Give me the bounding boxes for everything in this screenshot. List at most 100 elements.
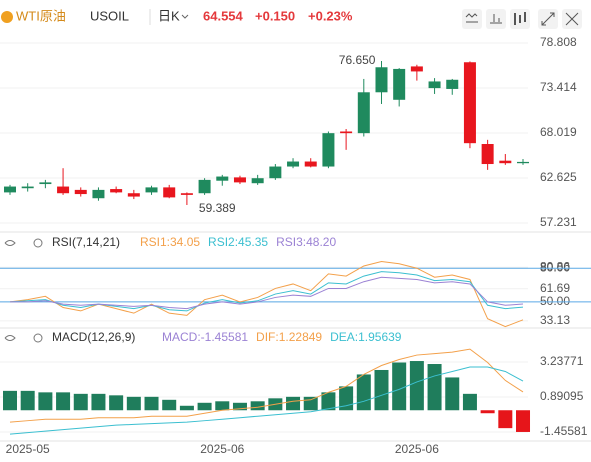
candle-body	[233, 177, 246, 183]
candle-body	[428, 81, 441, 89]
symbol-code: USOIL	[90, 8, 129, 23]
macd-bar	[3, 390, 17, 411]
macd-bar	[427, 364, 442, 411]
y-tick-label: 68.019	[540, 125, 577, 139]
indicator-line	[9, 348, 524, 423]
indicator-line	[9, 366, 524, 435]
indicator-line	[10, 276, 524, 310]
candle-body	[287, 161, 300, 167]
panel-title: MACD(12,26,9)	[52, 330, 135, 344]
rsi-icons	[4, 238, 43, 248]
tool-icon	[514, 12, 526, 25]
price: 64.554	[203, 8, 244, 23]
y-tick-label: 33.13	[540, 313, 570, 327]
candle-body	[4, 186, 16, 193]
header: WTI原油 USOIL 日K 64.554 +0.150 +0.23%	[1, 8, 582, 29]
y-tick-label: 50.00	[540, 294, 570, 308]
change: +0.150	[255, 8, 295, 23]
period-caret	[181, 14, 189, 19]
tool-icon	[490, 14, 502, 24]
macd-bar	[232, 402, 247, 411]
y-tick-label: 80.00	[540, 260, 570, 274]
panel-title: RSI(7,14,21)	[52, 235, 120, 249]
macd-bar	[215, 401, 230, 411]
y-tick-label: 62.625	[540, 170, 577, 184]
macd-bar	[356, 374, 371, 411]
candle-body	[304, 161, 317, 167]
legend-entry: RSI3:48.20	[276, 235, 336, 249]
tool-icon	[465, 13, 478, 23]
candle-body	[446, 79, 459, 89]
candle-body	[145, 187, 158, 193]
candle-body	[57, 186, 70, 194]
macd-bar	[374, 369, 389, 411]
eye-icon[interactable]	[4, 335, 16, 341]
legend-entry: MACD:-1.45581	[162, 330, 248, 344]
macd-bar	[498, 410, 513, 429]
macd-bar	[179, 405, 194, 411]
gear-icon[interactable]	[33, 333, 43, 343]
macd-bar	[56, 392, 71, 411]
candle-body	[340, 131, 353, 134]
candle-body	[269, 166, 282, 179]
x-tick-label: 2025-06	[395, 442, 439, 456]
symbol-name[interactable]: WTI原油	[16, 8, 66, 23]
tool-icon	[565, 12, 579, 26]
y-tick-label: 3.23771	[540, 354, 584, 368]
candle-body	[517, 161, 530, 164]
indicator-line	[9, 260, 524, 328]
macd-bar	[109, 395, 124, 411]
macd-bar	[197, 402, 212, 411]
macd-bar	[286, 396, 301, 411]
eye-icon[interactable]	[4, 240, 16, 246]
symbol-icon	[1, 11, 13, 23]
legend-entry: RSI1:34.05	[140, 235, 200, 249]
tool-button[interactable]	[486, 9, 506, 29]
macd-bar	[445, 377, 460, 411]
macd-bar	[91, 393, 106, 411]
gear-icon[interactable]	[33, 238, 43, 248]
macd-bar	[303, 396, 318, 411]
macd-bar	[462, 393, 477, 411]
macd-bar	[73, 393, 88, 411]
macd-bar	[126, 396, 141, 411]
y-tick-label: -1.45581	[540, 424, 588, 438]
macd-bar	[516, 410, 531, 432]
toolbar	[462, 9, 582, 29]
candle-body	[375, 67, 388, 93]
candle-body	[180, 193, 193, 195]
y-tick-label: 73.414	[540, 80, 577, 94]
candle-body	[39, 182, 52, 185]
candle-body	[21, 186, 34, 189]
candle-body	[410, 66, 423, 72]
macd-bar	[162, 399, 177, 411]
macd-bar	[480, 410, 495, 414]
macd-bar	[409, 361, 424, 411]
candle-body	[74, 189, 87, 195]
y-tick-label: 57.231	[540, 215, 577, 229]
period[interactable]: 日K	[158, 8, 180, 23]
candle-body	[110, 189, 123, 193]
macd-bar	[250, 401, 265, 411]
y-tick-label: 61.69	[540, 281, 570, 295]
x-tick-label: 2025-06	[200, 442, 244, 456]
legend-entry: DIF:1.22849	[256, 330, 322, 344]
change-pct: +0.23%	[308, 8, 353, 23]
tool-icon	[541, 12, 555, 26]
candle-body	[251, 178, 264, 184]
macd-bar	[144, 396, 159, 411]
candle-body	[357, 92, 370, 134]
tool-button[interactable]	[462, 9, 482, 29]
candle-body	[216, 176, 229, 181]
candle-body	[92, 189, 105, 199]
candle-body	[481, 144, 494, 165]
high-annotation: 76.650	[339, 53, 376, 67]
candle-body	[499, 160, 512, 164]
candle-body	[393, 68, 406, 100]
y-tick-label: 78.808	[540, 35, 577, 49]
candle-body	[127, 193, 140, 197]
macd-bar	[339, 386, 354, 411]
candle-body	[163, 187, 176, 198]
legend-entry: DEA:1.95639	[330, 330, 402, 344]
